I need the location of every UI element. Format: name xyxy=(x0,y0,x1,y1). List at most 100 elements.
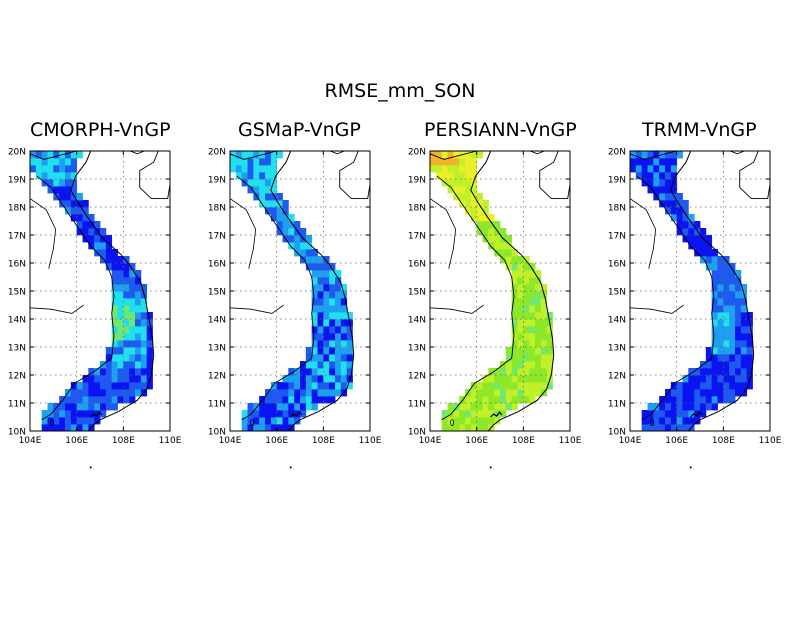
rmse-cell xyxy=(53,158,60,166)
rmse-cell xyxy=(494,410,501,418)
island xyxy=(650,419,655,427)
rmse-cell xyxy=(659,193,666,201)
rmse-cell xyxy=(517,263,524,271)
rmse-cell xyxy=(635,151,643,159)
rmse-cell xyxy=(670,186,678,194)
rmse-cell xyxy=(723,312,730,320)
rmse-cell xyxy=(540,298,548,306)
rmse-cell xyxy=(47,158,54,166)
rmse-cell xyxy=(317,270,324,278)
lat-tick-label: 20N xyxy=(8,148,26,158)
rmse-cell xyxy=(335,312,342,320)
rmse-cell xyxy=(465,179,472,187)
rmse-cell xyxy=(529,270,536,278)
rmse-cell xyxy=(70,165,78,173)
rmse-cell xyxy=(517,277,524,285)
rmse-cell xyxy=(488,235,495,243)
lon-tick-label: 104E xyxy=(619,436,642,446)
rmse-cell xyxy=(682,382,689,390)
rmse-cell xyxy=(329,270,336,278)
rmse-cell xyxy=(270,389,278,397)
rmse-cell xyxy=(253,151,260,159)
rmse-cell xyxy=(317,298,324,306)
rmse-cell xyxy=(294,368,301,376)
rmse-cell xyxy=(305,396,313,404)
rmse-cell xyxy=(453,158,460,166)
rmse-cell xyxy=(705,396,713,404)
rmse-cell xyxy=(735,347,742,355)
rmse-cell xyxy=(540,340,548,348)
rmse-cell xyxy=(317,396,324,404)
lat-tick-label: 13N xyxy=(608,344,626,354)
rmse-cell xyxy=(41,417,48,425)
rmse-cell xyxy=(323,284,330,292)
rmse-cell xyxy=(676,382,683,390)
rmse-cell xyxy=(430,158,437,166)
rmse-cell xyxy=(317,312,324,320)
rmse-cell xyxy=(517,382,524,390)
rmse-cell xyxy=(694,375,701,383)
rmse-cell xyxy=(259,396,266,404)
rmse-cell xyxy=(140,354,148,362)
rmse-cell xyxy=(140,305,148,313)
rmse-cell xyxy=(100,410,107,418)
rmse-cell xyxy=(323,382,330,390)
rmse-cell xyxy=(65,417,72,425)
lat-tick-label: 13N xyxy=(408,344,426,354)
rmse-cell xyxy=(711,249,718,257)
rmse-cell xyxy=(123,284,130,292)
rmse-cell xyxy=(717,256,724,264)
rmse-cell xyxy=(511,270,518,278)
rmse-cell xyxy=(523,298,530,306)
rmse-cell xyxy=(711,305,718,313)
rmse-cell xyxy=(529,263,536,271)
rmse-cell xyxy=(253,403,260,411)
rmse-cell xyxy=(235,165,243,173)
rmse-cell xyxy=(323,396,330,404)
rmse-cell xyxy=(329,277,336,285)
lat-tick-label: 20N xyxy=(608,148,626,158)
inland-border xyxy=(429,304,484,314)
rmse-cell xyxy=(135,368,142,376)
rmse-cell xyxy=(459,172,466,180)
rmse-cell xyxy=(659,417,666,425)
rmse-cell xyxy=(482,382,489,390)
rmse-cell xyxy=(488,382,495,390)
rmse-cell xyxy=(494,417,501,425)
rmse-cell xyxy=(511,333,518,341)
rmse-cell xyxy=(329,382,336,390)
rmse-cell xyxy=(300,242,307,250)
rmse-cell xyxy=(476,214,483,222)
rmse-cell xyxy=(129,298,136,306)
rmse-cell xyxy=(317,389,324,397)
rmse-cell xyxy=(82,375,89,383)
rmse-cell xyxy=(470,396,478,404)
rmse-cell xyxy=(505,242,513,250)
rmse-cell xyxy=(117,326,124,334)
rmse-cell xyxy=(82,200,89,208)
rmse-cell xyxy=(317,291,324,299)
rmse-cell xyxy=(688,410,695,418)
rmse-cell xyxy=(523,361,530,369)
rmse-cell xyxy=(294,242,301,250)
rmse-cell xyxy=(723,333,730,341)
rmse-cell xyxy=(259,417,266,425)
rmse-cell xyxy=(717,347,724,355)
rmse-cell xyxy=(70,403,78,411)
rmse-cell xyxy=(470,214,478,222)
inland-border xyxy=(229,304,284,314)
rmse-cell xyxy=(694,235,701,243)
rmse-cell xyxy=(711,270,718,278)
rmse-cell xyxy=(476,410,483,418)
rmse-cell xyxy=(482,424,489,432)
rmse-cell xyxy=(294,382,301,390)
rmse-cell xyxy=(676,228,683,236)
rmse-cell xyxy=(140,361,148,369)
rmse-cell xyxy=(453,165,460,173)
mekong-delta-coast xyxy=(690,410,703,418)
rmse-cell xyxy=(235,158,243,166)
rmse-cell xyxy=(276,151,283,159)
rmse-cell xyxy=(670,158,678,166)
rmse-cell xyxy=(735,312,742,320)
rmse-cell xyxy=(117,347,124,355)
